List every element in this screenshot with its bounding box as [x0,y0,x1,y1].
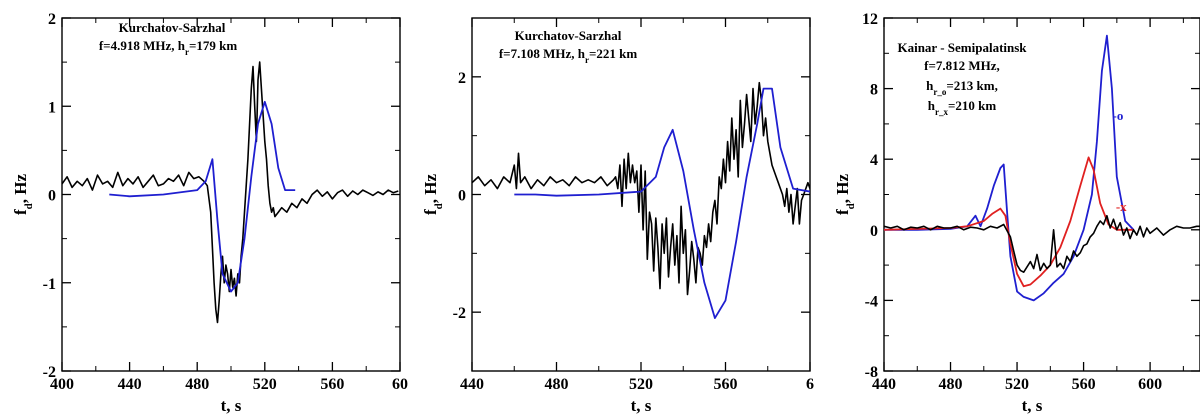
annotation-line: Kurchatov-Sarzhal [515,28,622,43]
y-tick-label: 2 [48,11,56,28]
y-tick-label: 4 [870,152,878,169]
annotation-line: Kurchatov-Sarzhal [119,20,226,35]
x-tick-label: 480 [939,376,963,393]
y-axis-label: fd, Hz [833,174,857,216]
y-axis-label: fd, Hz [421,174,445,216]
y-tick-label: 1 [48,99,56,116]
y-tick-label: 0 [870,223,878,240]
series-line-1 [884,34,1135,302]
series-line-1 [472,81,810,296]
y-tick-label: 8 [870,82,878,99]
chart-panel-3: 440 480 520 560 600 -8 -4 0 4 8 12 t, s fd, Hz -o -x Ka… [833,11,1200,415]
series-line-2 [109,100,296,293]
annotation-line: Kainar - Semipalatinsk [897,40,1027,55]
y-tick-label: -2 [43,364,56,381]
x-tick-label: 520 [253,376,277,393]
x-tick-label: 60 [392,376,408,393]
x-tick-label: 400 [50,376,74,393]
annotation-line: f=7.108 MHz, hr=221 km [499,46,638,65]
y-tick-label: 12 [862,11,878,28]
x-tick-label: 520 [1005,376,1029,393]
y-tick-label: 0 [458,188,466,205]
x-tick-label: 6 [806,376,814,393]
x-tick-label: 440 [118,376,142,393]
annotation-line: hr_x=210 km [928,98,997,117]
series-line-1 [62,61,399,324]
series-line-2 [514,87,810,320]
x-tick-label: 600 [1138,376,1162,393]
x-tick-label: 440 [460,376,484,393]
y-tick-label: -4 [865,293,878,310]
annotation-line: f=4.918 MHz, hr=179 km [99,38,238,57]
annotation-line: f=7.812 MHz, [924,58,1000,73]
x-tick-label: 520 [629,376,653,393]
y-tick-label: -8 [865,364,878,381]
series-line-2 [884,156,1134,288]
y-axis-label: fd, Hz [11,174,35,216]
y-tick-label: -2 [453,305,466,322]
x-axis-label: t, s [1022,396,1043,415]
x-axis-label: t, s [221,396,242,415]
series-line-3 [884,214,1200,274]
chart-panel-1: 400 440 480 520 560 60 -2 -1 0 1 2 t, s fd, Hz Kurcha… [11,11,408,415]
x-tick-label: 560 [320,376,344,393]
y-tick-label: -1 [43,276,56,293]
x-tick-label: 440 [872,376,896,393]
x-tick-label: 480 [545,376,569,393]
series-label: -o [1113,108,1124,123]
y-tick-label: 0 [48,188,56,205]
x-axis-label: t, s [631,396,652,415]
chart-panel-2: 440 480 520 560 6 -2 0 2 t, s fd, Hz Kurchatov-Sar… [421,17,814,415]
series-label: -x [1116,199,1127,214]
annotation-line: hr_o=213 km, [926,78,998,97]
x-tick-label: 480 [185,376,209,393]
y-tick-label: 2 [458,70,466,87]
x-tick-label: 560 [1072,376,1096,393]
x-tick-label: 560 [714,376,738,393]
